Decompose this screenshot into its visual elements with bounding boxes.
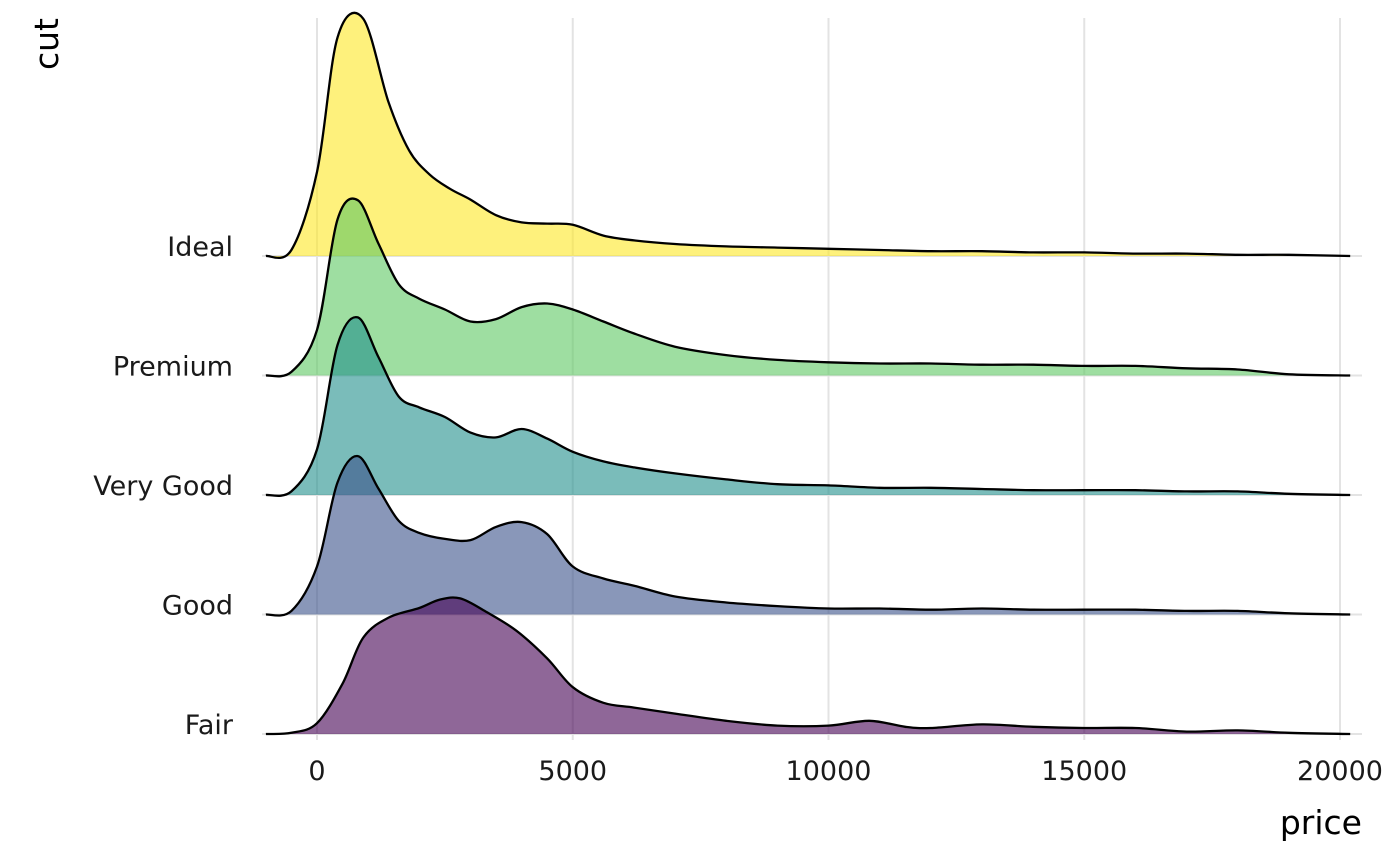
- ridge-line-fair: [265, 596, 1351, 736]
- ridge-area-ideal: [265, 12, 1351, 258]
- category-label-good: Good: [162, 591, 233, 622]
- ridge-area-good: [265, 456, 1351, 616]
- category-labels: Fair Good Very Good Premium Ideal: [93, 232, 234, 741]
- x-tick-labels: 0 5000 10000 15000 20000: [308, 756, 1383, 787]
- x-tick-label: 5000: [538, 756, 607, 787]
- ridge-area-premium: [265, 198, 1351, 377]
- ridge-area-very-good: [265, 317, 1351, 496]
- x-tick-label: 0: [308, 756, 325, 787]
- ridge-area-fair: [265, 597, 1351, 735]
- y-axis-title: cut: [27, 18, 66, 70]
- category-label-ideal: Ideal: [167, 232, 233, 263]
- ridge-line-premium: [265, 197, 1351, 378]
- x-axis-title: price: [1280, 803, 1362, 842]
- x-tick-label: 15000: [1041, 756, 1127, 787]
- category-label-premium: Premium: [113, 352, 233, 383]
- ridge-line-good: [265, 454, 1351, 617]
- x-tick-label: 20000: [1297, 756, 1383, 787]
- category-label-fair: Fair: [185, 710, 234, 741]
- ridge-line-very-good: [265, 315, 1351, 497]
- ridges: [265, 11, 1351, 736]
- x-tick-label: 10000: [786, 756, 872, 787]
- category-label-very-good: Very Good: [93, 471, 233, 502]
- ridge-line-ideal: [265, 11, 1351, 260]
